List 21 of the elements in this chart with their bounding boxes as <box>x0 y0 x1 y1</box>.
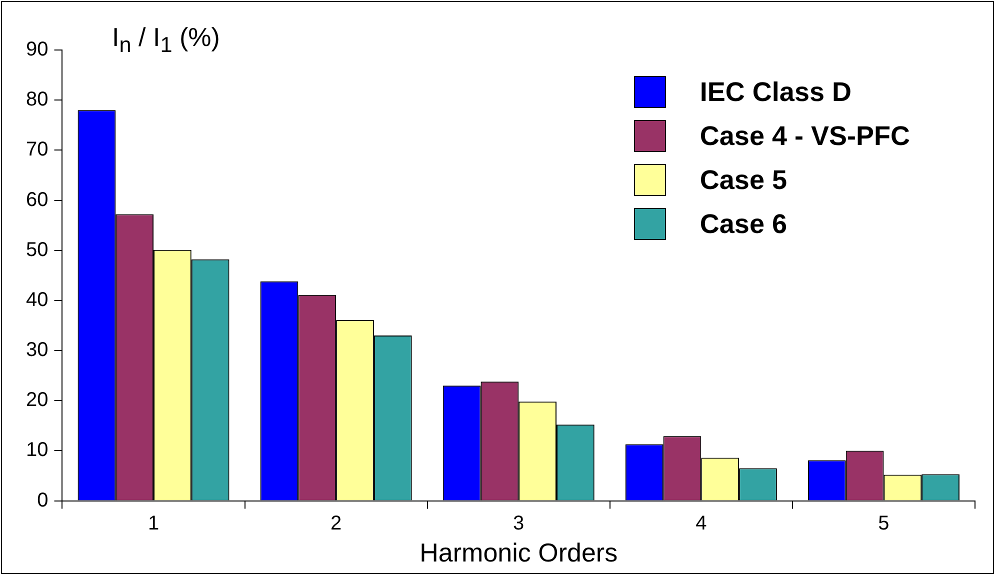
x-tick-label: 1 <box>148 512 160 534</box>
y-tick-label: 40 <box>26 288 48 311</box>
y-tick-label: 80 <box>26 88 48 111</box>
legend-label: Case 6 <box>700 208 787 240</box>
y-tick-label: 20 <box>26 389 48 412</box>
x-axis-title: Harmonic Orders <box>420 538 618 568</box>
y-tick-label: 70 <box>26 138 48 161</box>
y-axis-title: I$_{n}$ / I$_{1}$ (%) <box>112 22 220 58</box>
y-tick-label: 90 <box>26 38 48 61</box>
x-tick-label: 3 <box>513 512 524 534</box>
y-tick-label: 10 <box>26 439 48 462</box>
y-tick-label: 60 <box>26 188 48 211</box>
y-tick-label: 50 <box>26 238 48 261</box>
legend-label: IEC Class D <box>700 76 852 108</box>
legend-label: Case 5 <box>700 164 787 196</box>
x-tick-label: 5 <box>878 512 890 534</box>
x-tick-label: 4 <box>696 512 707 534</box>
y-tick-label: 0 <box>37 489 48 512</box>
x-tick-label: 2 <box>330 512 342 534</box>
y-tick-label: 30 <box>26 339 48 362</box>
legend-label: Case 4 - VS-PFC <box>700 120 910 152</box>
